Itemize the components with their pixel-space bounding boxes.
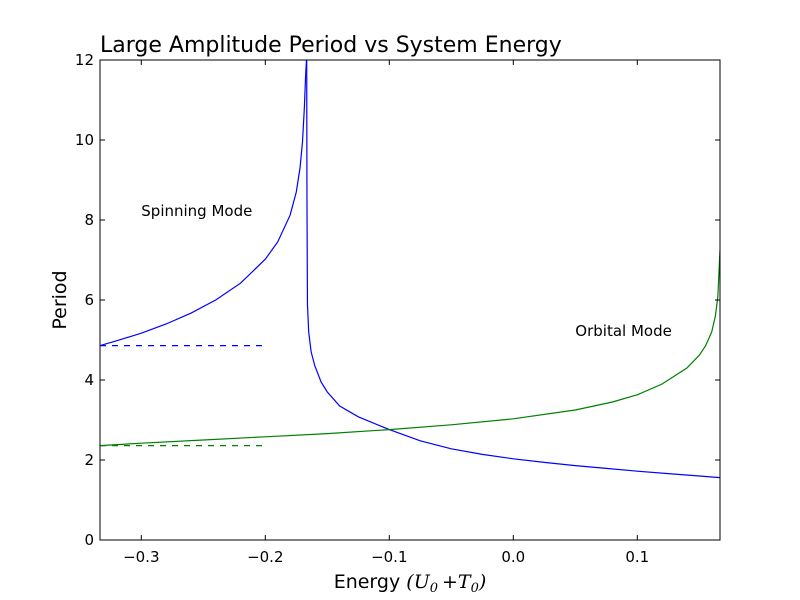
x-axis-label-t: T	[458, 571, 472, 593]
chart-title: Large Amplitude Period vs System Energy	[100, 33, 562, 58]
x-axis-label-u: U	[414, 571, 431, 593]
annotation-1: Orbital Mode	[575, 322, 672, 340]
x-axis-label-open: (	[406, 571, 414, 593]
x-axis-label-u-sub: 0	[430, 581, 438, 596]
plot-area	[100, 60, 720, 479]
y-tick-label: 12	[75, 51, 94, 69]
x-axis-label: Energy (U0 +T0)	[334, 571, 487, 596]
x-axis-label-close: )	[478, 571, 486, 593]
y-tick-label: 4	[84, 371, 94, 389]
y-tick-label: 6	[84, 291, 94, 309]
x-axis-label-plus: +	[442, 571, 458, 593]
x-axis-label-t-sub: 0	[471, 581, 479, 596]
x-tick-label: 0.1	[625, 548, 649, 566]
x-tick-label: −0.2	[247, 548, 283, 566]
x-tick-label: −0.1	[371, 548, 407, 566]
ticks: −0.3 −0.2 −0.1 0.0 0.1 0 2 4 6 8 10 12	[75, 51, 720, 566]
x-axis-label-text: Energy	[334, 571, 401, 593]
y-axis-label: Period	[49, 270, 71, 329]
series-line-1	[306, 60, 720, 479]
series-line-3	[100, 249, 720, 447]
series-line-0	[100, 60, 308, 347]
annotation-0: Spinning Mode	[141, 202, 252, 220]
y-tick-label: 2	[84, 451, 94, 469]
y-tick-label: 10	[75, 131, 94, 149]
annotations: Spinning Mode Orbital Mode	[141, 202, 672, 340]
x-tick-label: 0.0	[501, 548, 525, 566]
y-tick-label: 8	[84, 211, 94, 229]
y-tick-label: 0	[84, 531, 94, 549]
x-tick-label: −0.3	[123, 548, 159, 566]
